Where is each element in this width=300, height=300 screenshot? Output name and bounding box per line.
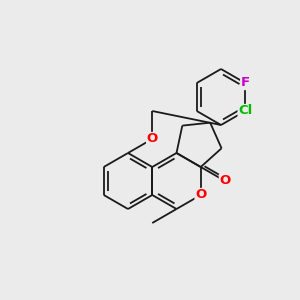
Text: O: O xyxy=(219,175,231,188)
Text: O: O xyxy=(147,133,158,146)
Text: Cl: Cl xyxy=(238,104,252,118)
Text: F: F xyxy=(241,76,250,89)
Text: O: O xyxy=(195,188,206,202)
